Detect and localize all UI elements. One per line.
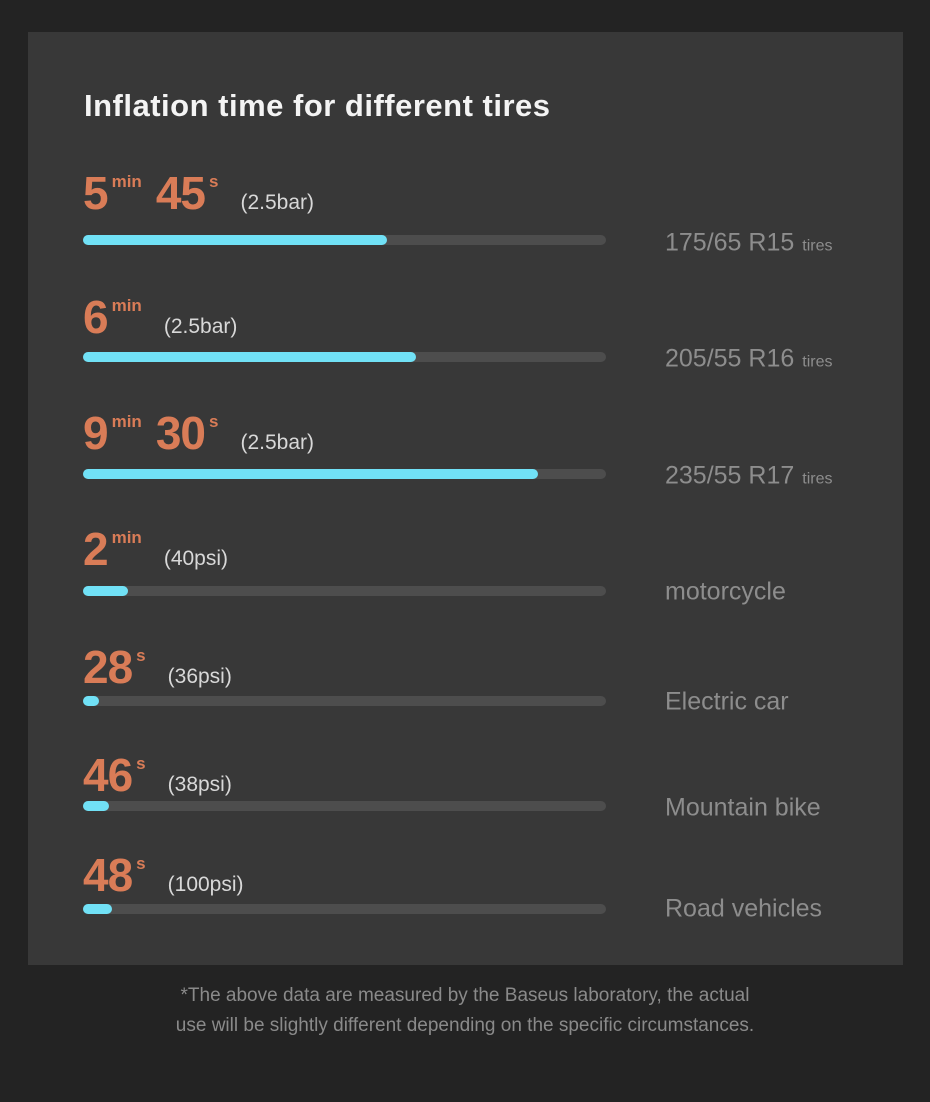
progress-fill [83,352,417,362]
time-number-primary: 46 [83,749,133,801]
tire-label-suffix: tires [802,237,833,255]
time-value: 6 min (2.5bar) [83,294,237,340]
time-unit-primary: min [111,296,142,315]
time-value: 28 s (36psi) [83,644,232,690]
progress-fill [83,586,128,596]
tire-label-text: Mountain bike [665,793,821,822]
time-unit-primary: s [136,646,146,665]
tire-label-text: Electric car [665,687,789,716]
footnote-line-2: use will be slightly different depending… [175,1015,755,1036]
tire-label-text: 205/55 R16 [665,344,795,373]
progress-track [83,469,606,479]
progress-track [83,235,606,245]
tire-label: 235/55 R17 tires [665,462,833,491]
tire-label: Mountain bike [665,794,821,823]
progress-track [83,696,606,706]
pressure-value: (38psi) [167,773,232,796]
time-unit-primary: min [111,412,142,431]
tire-label: 205/55 R16 tires [665,345,833,374]
progress-fill [83,904,112,914]
progress-track [83,586,606,596]
time-unit-primary: min [111,172,142,191]
time-value: 2 min (40psi) [83,526,228,572]
time-unit-primary: min [111,528,142,547]
footnote: *The above data are measured by the Base… [0,981,930,1041]
time-number-primary: 48 [83,849,133,901]
tire-label: Electric car [665,688,789,717]
progress-fill [83,235,388,245]
time-value: 9 min 30 s (2.5bar) [83,410,314,456]
pressure-value: (40psi) [163,547,229,570]
progress-track [83,801,606,811]
time-number-primary: 5 [83,167,109,219]
footnote-line-1: *The above data are measured by the Base… [180,985,750,1006]
time-unit-secondary: s [209,172,219,191]
chart-title: Inflation time for different tires [84,88,551,123]
time-number-primary: 28 [83,641,133,693]
chart-panel: Inflation time for different tires 5 min 4… [28,32,903,965]
progress-fill [83,469,538,479]
progress-track [83,352,606,362]
progress-fill [83,696,100,706]
progress-track [83,904,606,914]
tire-label-suffix: tires [802,353,833,371]
tire-label: Road vehicles [665,895,822,924]
time-value: 5 min 45 s (2.5bar) [83,170,314,216]
tire-label: 175/65 R15 tires [665,229,833,258]
time-unit-primary: s [136,754,146,773]
progress-fill [83,801,110,811]
time-number-primary: 2 [83,523,109,575]
time-unit-secondary: s [209,412,219,431]
time-number-secondary: 30 [155,407,206,459]
pressure-value: (2.5bar) [163,315,238,338]
tire-label-text: motorcycle [665,577,786,606]
time-number-secondary: 45 [155,167,206,219]
tire-label-text: 175/65 R15 [665,228,795,257]
time-number-primary: 6 [83,291,109,343]
pressure-value: (2.5bar) [240,431,314,454]
time-value: 46 s (38psi) [83,752,232,798]
time-value: 48 s (100psi) [83,852,244,898]
tire-label: motorcycle [665,578,786,607]
pressure-value: (100psi) [167,873,244,896]
tire-label-text: 235/55 R17 [665,461,795,490]
time-number-primary: 9 [83,407,109,459]
time-unit-primary: s [136,854,146,873]
tire-label-suffix: tires [802,470,833,488]
pressure-value: (2.5bar) [240,191,314,214]
tire-label-text: Road vehicles [665,894,823,923]
pressure-value: (36psi) [167,665,232,688]
